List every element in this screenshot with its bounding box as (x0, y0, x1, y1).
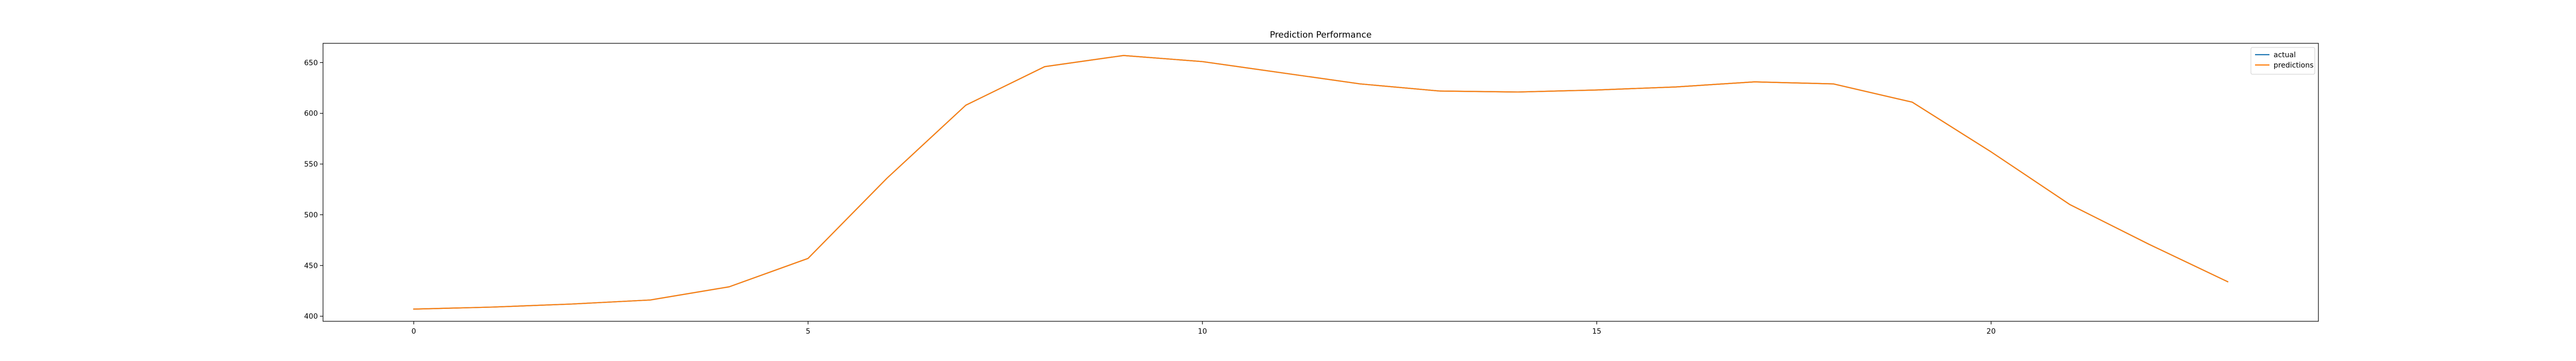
y-tick-label: 400 (304, 313, 318, 321)
legend-label-actual: actual (2274, 51, 2296, 59)
plot-area (323, 43, 2318, 321)
legend-label-predictions: predictions (2274, 61, 2314, 70)
x-tick-label: 0 (412, 327, 416, 336)
series-layer (413, 55, 2229, 310)
plot-background (323, 43, 2318, 321)
x-tick-label: 5 (806, 327, 810, 336)
y-tick-label: 550 (304, 160, 318, 169)
plot-frame (323, 43, 2319, 322)
series-line-predictions (413, 55, 2229, 310)
y-tick-label: 450 (304, 262, 318, 270)
y-tick-label: 600 (304, 110, 318, 118)
x-tick-label: 15 (1592, 327, 1601, 336)
y-tick-label: 500 (304, 211, 318, 219)
y-tick-label: 650 (304, 59, 318, 67)
x-tick-label: 10 (1198, 327, 1207, 336)
chart-title: Prediction Performance (1270, 30, 1372, 40)
x-tick-label: 20 (1987, 327, 1996, 336)
legend: actual predictions (2250, 47, 2315, 75)
axes-layer: 0 5 10 15 20 400 450 500 550 600 650 (304, 43, 2319, 336)
